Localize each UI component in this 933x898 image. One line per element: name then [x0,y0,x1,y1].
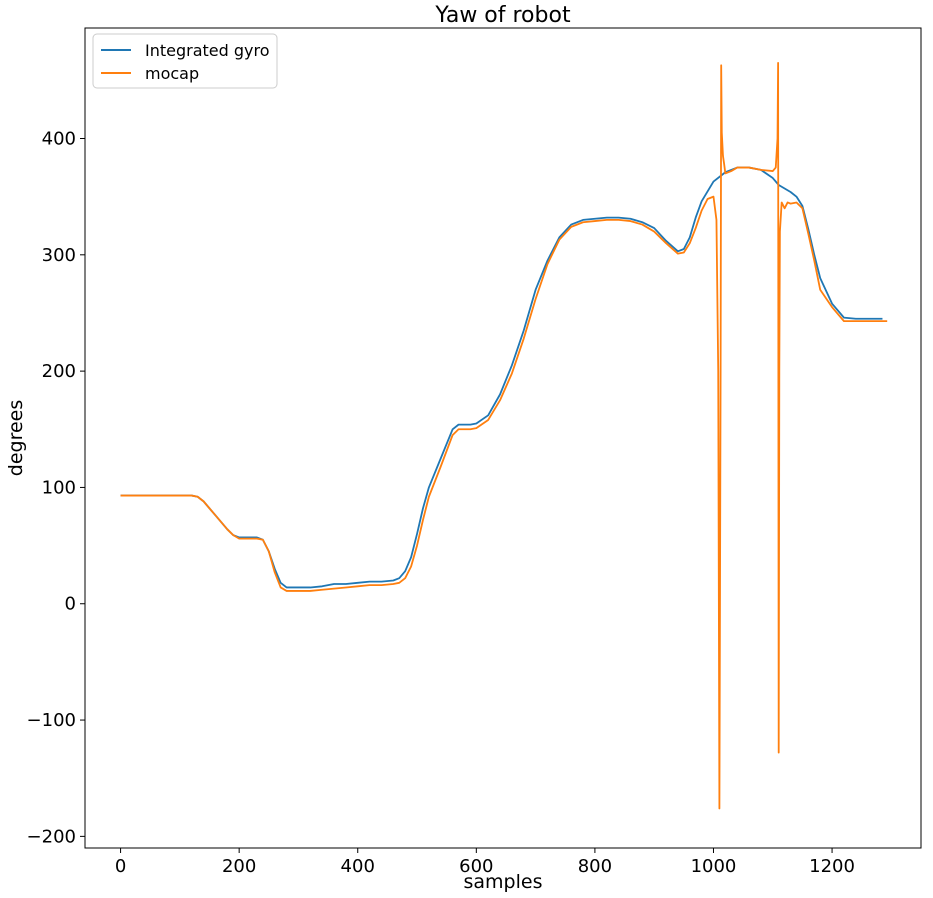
series-line-mocap [120,61,888,810]
tick-layer: 0 200 400 600 800 1000 1200 −200 −100 0 100 200 300 4… [27,128,855,877]
chart-title: Yaw of robot [434,3,571,28]
y-tick-label: 100 [42,477,76,498]
x-tick-label: 1000 [691,856,737,877]
legend-label-integrated-gyro: Integrated gyro [145,41,270,60]
y-tick-label: 200 [42,361,76,382]
y-tick-label: −200 [27,826,76,847]
y-tick-label: 300 [42,245,76,266]
y-tick-label: −100 [27,710,76,731]
x-tick-label: 600 [459,856,493,877]
legend-box [92,33,278,89]
legend: Integrated gyro mocap [92,33,278,89]
x-tick-label: 200 [222,856,256,877]
plot-background [85,28,921,848]
x-tick-label: 800 [578,856,612,877]
x-tick-label: 1200 [809,856,855,877]
x-tick-label: 0 [115,856,126,877]
legend-label-mocap: mocap [145,64,199,83]
y-tick-label: 0 [65,594,76,615]
y-tick-label: 400 [42,128,76,149]
plot-frame [84,27,922,849]
y-axis-label: degrees [5,400,27,476]
x-axis-label: samples [464,871,543,893]
x-tick-label: 400 [341,856,375,877]
series-layer [120,61,888,810]
